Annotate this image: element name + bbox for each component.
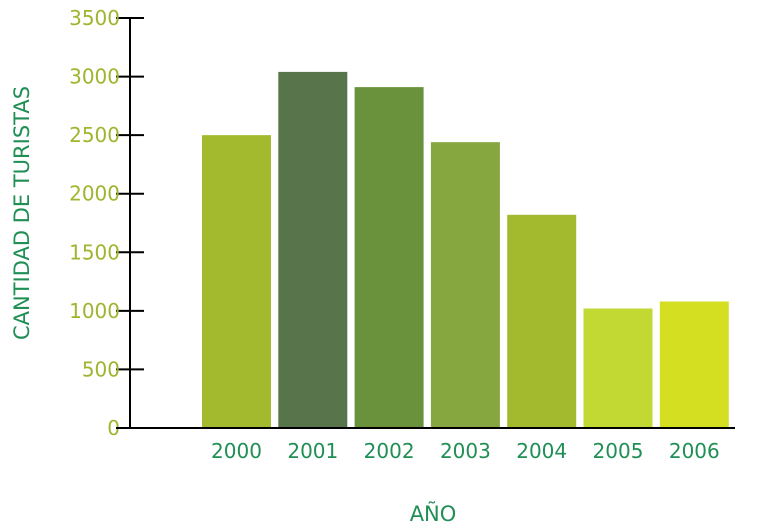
y-tick-label: 1000 [69, 299, 120, 323]
bar-2006 [659, 301, 729, 428]
y-tick-label: 500 [82, 357, 120, 381]
y-tick-label: 2500 [69, 123, 120, 147]
x-tick-label: 2005 [593, 439, 644, 463]
bars [202, 71, 729, 428]
y-axis-title: CANTIDAD DE TURISTAS [10, 86, 34, 340]
y-tick-label: 0 [107, 416, 120, 440]
bar-2005 [583, 308, 653, 428]
y-axis-tick-labels: 0 500 1000 1500 2000 2500 3000 3500 [69, 6, 120, 440]
bar-2004 [507, 214, 577, 428]
x-tick-label: 2003 [440, 439, 491, 463]
y-tick-label: 1500 [69, 240, 120, 264]
x-tick-label: 2006 [669, 439, 720, 463]
y-tick-label: 3500 [69, 6, 120, 30]
x-axis-title: AÑO [410, 500, 457, 526]
bar-2000 [202, 135, 271, 428]
bar-2001 [278, 71, 348, 428]
bar-2003 [430, 142, 500, 428]
x-tick-label: 2001 [287, 439, 338, 463]
x-tick-label: 2004 [516, 439, 567, 463]
x-axis-tick-labels: 2000 2001 2002 2003 2004 2005 2006 [211, 439, 720, 463]
y-tick-label: 2000 [69, 182, 120, 206]
x-tick-label: 2002 [364, 439, 415, 463]
x-tick-label: 2000 [211, 439, 262, 463]
y-tick-label: 3000 [69, 65, 120, 89]
bar-2002 [354, 87, 424, 428]
